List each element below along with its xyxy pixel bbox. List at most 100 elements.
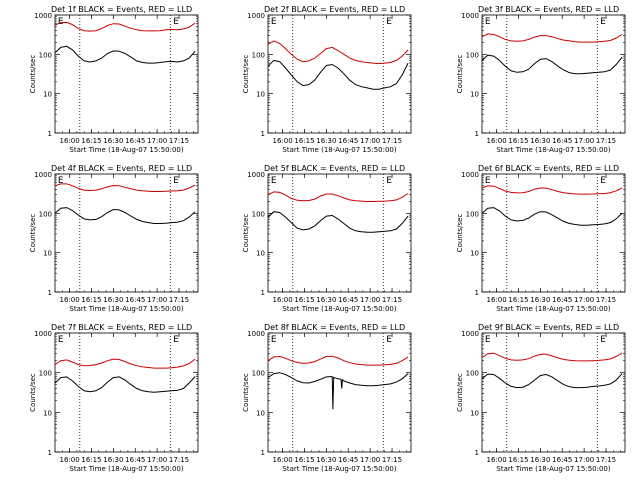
marker-label-e: E (600, 176, 606, 186)
x-tick-label: 16:00 (59, 456, 79, 464)
x-tick-label: 16:30 (316, 296, 336, 304)
x-tick-label: 16:45 (125, 456, 145, 464)
y-tick-label: 10 (43, 409, 52, 417)
x-tick-label: 17:15 (382, 456, 402, 464)
x-tick-label: 17:00 (360, 296, 380, 304)
marker-label-e: E (271, 176, 277, 186)
marker-label-e: E (485, 17, 491, 27)
x-axis-label: Start Time (18-Aug-07 15:50:00) (496, 146, 610, 154)
x-tick-label: 16:00 (486, 456, 506, 464)
plot-frame (267, 14, 412, 134)
x-tick-label: 16:00 (272, 456, 292, 464)
x-tick-label: 16:30 (530, 296, 550, 304)
x-tick-label: 16:15 (294, 456, 314, 464)
y-tick-label: 10 (256, 250, 265, 258)
y-tick-label: 1 (48, 449, 52, 457)
x-tick-label: 16:30 (316, 456, 336, 464)
series-line-lld (267, 355, 409, 366)
x-tick-label: 16:30 (103, 137, 123, 145)
plot-frame (267, 332, 412, 453)
x-axis-label: Start Time (18-Aug-07 15:50:00) (69, 146, 183, 154)
series-line-lld (54, 358, 196, 369)
y-tick-label: 1000 (34, 330, 52, 338)
x-tick-label: 17:15 (169, 137, 189, 145)
panel-title: Det 1f BLACK = Events, RED = LLD (51, 5, 192, 14)
x-tick-label: 17:15 (596, 296, 616, 304)
series-line-lld (481, 33, 623, 43)
marker-label-e: E (600, 335, 606, 345)
series-line-events (267, 211, 409, 233)
x-tick-label: 16:45 (125, 137, 145, 145)
x-axis-label: Start Time (18-Aug-07 15:50:00) (282, 305, 396, 313)
x-axis-label: Start Time (18-Aug-07 15:50:00) (282, 146, 396, 154)
y-tick-label: 10 (470, 250, 479, 258)
y-tick-label: 1000 (461, 171, 479, 179)
y-axis-label: Counts/sec (456, 55, 464, 94)
x-tick-label: 17:15 (169, 296, 189, 304)
series-line-lld (267, 191, 409, 202)
x-tick-label: 16:15 (508, 456, 528, 464)
y-tick-label: 10 (470, 91, 479, 99)
y-axis-label: Counts/sec (242, 214, 250, 253)
series-line-lld (481, 352, 623, 362)
y-tick-label: 100 (466, 370, 479, 378)
x-tick-label: 16:45 (338, 296, 358, 304)
x-tick-label: 16:30 (103, 296, 123, 304)
x-tick-label: 17:00 (574, 456, 594, 464)
x-tick-label: 16:00 (486, 296, 506, 304)
x-tick-label: 16:00 (272, 137, 292, 145)
y-tick-label: 1 (48, 130, 52, 138)
y-tick-label: 1 (261, 289, 265, 297)
marker-label-e: E (58, 176, 64, 186)
series-line-events (267, 59, 409, 90)
y-tick-label: 100 (252, 370, 265, 378)
x-tick-label: 17:00 (147, 137, 167, 145)
y-tick-label: 10 (43, 250, 52, 258)
panel-1: Det 1f BLACK = Events, RED = LLD 1 10 100 10… (29, 5, 199, 154)
x-tick-label: 17:00 (147, 456, 167, 464)
marker-label-e: E (271, 335, 277, 345)
x-tick-label: 16:45 (125, 296, 145, 304)
y-tick-label: 10 (256, 91, 265, 99)
plot-frame (481, 14, 626, 134)
series-line-lld (54, 183, 196, 192)
x-tick-label: 16:15 (508, 137, 528, 145)
marker-label-e: E (485, 176, 491, 186)
series-line-lld (54, 21, 196, 32)
marker-label-e: E (173, 176, 179, 186)
y-tick-label: 1000 (34, 12, 52, 20)
panel-title: Det 2f BLACK = Events, RED = LLD (264, 5, 405, 14)
x-axis-label: Start Time (18-Aug-07 15:50:00) (496, 305, 610, 313)
x-tick-label: 17:15 (596, 456, 616, 464)
panel-7: Det 7f BLACK = Events, RED = LLD 1 10 100 10… (29, 323, 199, 473)
x-tick-label: 16:15 (81, 137, 101, 145)
panel-4: Det 4f BLACK = Events, RED = LLD 1 10 100 10… (29, 164, 199, 313)
y-tick-label: 100 (466, 51, 479, 59)
plot-frame (54, 332, 199, 453)
x-tick-label: 17:15 (169, 456, 189, 464)
x-tick-label: 16:15 (508, 296, 528, 304)
plot-frame (54, 14, 199, 134)
x-tick-label: 17:15 (596, 137, 616, 145)
x-axis-label: Start Time (18-Aug-07 15:50:00) (282, 465, 396, 473)
y-tick-label: 100 (252, 210, 265, 218)
series-line-events (481, 373, 623, 389)
series-line-events (54, 45, 196, 64)
y-axis-label: Counts/sec (242, 55, 250, 94)
x-tick-label: 16:15 (81, 296, 101, 304)
x-tick-label: 16:15 (81, 456, 101, 464)
panel-title: Det 6f BLACK = Events, RED = LLD (478, 164, 619, 173)
panel-8: Det 8f BLACK = Events, RED = LLD 1 10 100 10… (242, 323, 412, 473)
y-tick-label: 1 (48, 289, 52, 297)
series-line-events (267, 372, 409, 410)
y-tick-label: 1 (475, 289, 479, 297)
series-line-lld (481, 185, 623, 195)
x-tick-label: 16:45 (552, 296, 572, 304)
y-tick-label: 10 (470, 409, 479, 417)
plot-frame (481, 173, 626, 293)
y-axis-label: Counts/sec (242, 373, 250, 412)
x-tick-label: 17:15 (382, 137, 402, 145)
y-tick-label: 1000 (461, 330, 479, 338)
plot-frame (54, 173, 199, 293)
